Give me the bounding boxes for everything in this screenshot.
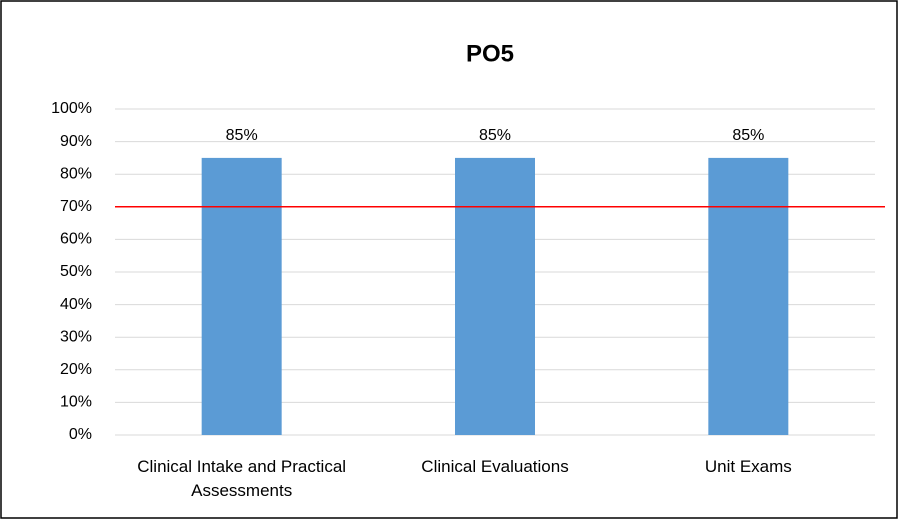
x-tick-label: Clinical Intake and Practical Assessment… [137,457,347,500]
y-tick-label: 0% [69,426,92,443]
bar [201,157,282,435]
y-tick-label: 100% [51,100,92,117]
value-label: 85% [732,127,764,144]
y-tick-label: 90% [60,133,92,150]
y-tick-label: 10% [60,394,92,411]
x-tick-label: Clinical Evaluations [421,457,569,476]
bar [708,157,789,435]
chart-title: PO5 [466,40,514,67]
y-tick-label: 40% [60,296,92,313]
bar [455,157,535,435]
y-tick-label: 80% [60,165,92,182]
y-tick-label: 50% [60,263,92,280]
value-label: 85% [226,127,258,144]
y-tick-label: 30% [60,328,92,345]
x-tick-label: Unit Exams [704,457,792,476]
value-label: 85% [479,127,511,144]
y-tick-label: 20% [60,361,92,378]
y-tick-label: 60% [60,231,92,248]
y-tick-label: 70% [60,198,92,215]
